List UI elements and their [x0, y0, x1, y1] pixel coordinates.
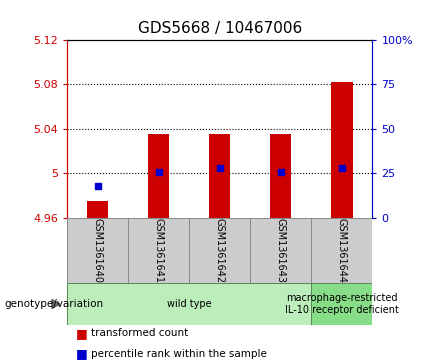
Title: GDS5668 / 10467006: GDS5668 / 10467006 [138, 21, 302, 36]
Text: GSM1361640: GSM1361640 [93, 218, 103, 283]
Bar [209, 134, 230, 218]
Text: ■: ■ [76, 327, 87, 340]
Bar [311, 283, 372, 325]
Bar [250, 218, 311, 283]
Text: transformed count: transformed count [91, 328, 188, 338]
Bar [67, 283, 311, 325]
Bar [311, 218, 372, 283]
Text: genotype/variation: genotype/variation [4, 299, 103, 309]
Bar [270, 134, 291, 218]
Bar [67, 218, 128, 283]
Text: GSM1361644: GSM1361644 [337, 218, 347, 283]
Bar [128, 218, 189, 283]
Text: ■: ■ [76, 347, 87, 360]
Bar [87, 201, 108, 218]
Bar [189, 218, 250, 283]
Text: GSM1361641: GSM1361641 [154, 218, 164, 283]
Text: GSM1361643: GSM1361643 [276, 218, 286, 283]
Bar [148, 134, 169, 218]
Text: GSM1361642: GSM1361642 [215, 218, 225, 283]
Bar [331, 82, 352, 218]
Text: wild type: wild type [167, 299, 212, 309]
Text: macrophage-restricted
IL-10 receptor deficient: macrophage-restricted IL-10 receptor def… [285, 293, 399, 315]
Text: percentile rank within the sample: percentile rank within the sample [91, 349, 267, 359]
